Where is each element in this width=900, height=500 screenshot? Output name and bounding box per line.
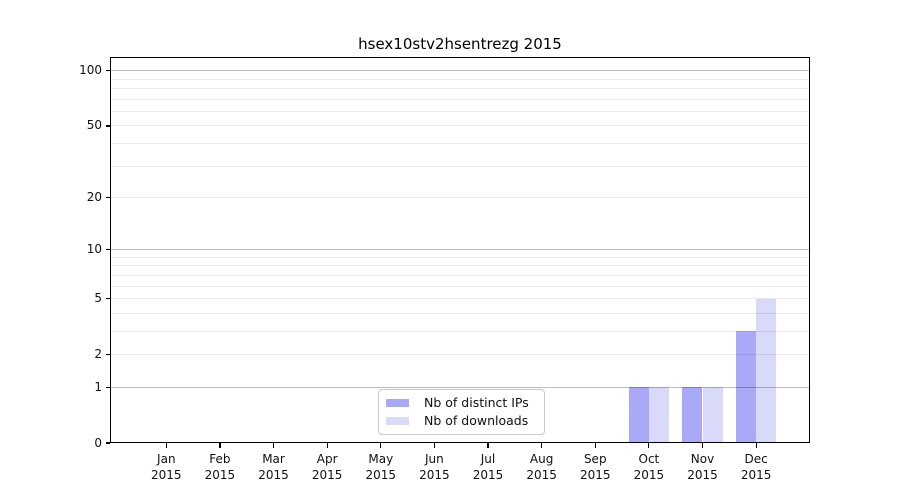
y-tick-label-20: 20: [86, 190, 102, 205]
x-tick-year: 2015: [311, 468, 343, 482]
x-tick-month: Nov: [690, 452, 715, 466]
x-tick-year: 2015: [151, 468, 182, 482]
x-tick-mark-mar: [272, 443, 275, 448]
bar-nb-of-downloads-oct: [648, 387, 670, 443]
legend-row-distinct-ips: Nb of distinct IPs: [386, 396, 544, 410]
x-tick-year: 2015: [633, 468, 665, 482]
chart-title: hsex10stv2hsentrezg 2015: [358, 35, 562, 53]
x-tick-label-jun: Jun 2015: [407, 451, 461, 483]
x-tick-label-jan: Jan 2015: [139, 451, 193, 483]
x-tick-mark-may: [380, 443, 382, 448]
x-tick-mark-jan: [165, 443, 167, 448]
x-tick-month: May: [368, 452, 394, 466]
y-tick-label-10: 10: [86, 242, 102, 257]
x-tick-mark-sep: [594, 443, 596, 448]
y-tick-mark-100: [105, 70, 110, 72]
x-tick-label-apr: Apr 2015: [300, 451, 354, 483]
x-tick-month: Jul: [480, 452, 496, 466]
y-tick-label-50: 50: [86, 118, 102, 133]
gridline-major-100: [110, 70, 810, 72]
x-tick-year: 2015: [472, 468, 504, 482]
x-tick-mark-apr: [326, 443, 328, 448]
gridline-minor-30: [110, 165, 810, 167]
y-tick-mark-50: [105, 125, 110, 127]
y-tick-mark-5: [105, 297, 110, 300]
y-tick-label-100: 100: [79, 63, 102, 78]
x-tick-label-mar: Mar 2015: [247, 451, 301, 483]
x-tick-label-sep: Sep 2015: [568, 451, 622, 483]
gridline-minor-9: [110, 256, 810, 258]
bar-nb-of-distinct-ips-dec: [735, 331, 757, 443]
x-tick-label-may: May 2015: [354, 451, 408, 483]
x-tick-label-feb: Feb 2015: [193, 451, 247, 483]
gridline-minor-40: [110, 143, 810, 145]
x-tick-year: 2015: [365, 468, 397, 482]
gridline-major-1: [110, 386, 810, 388]
gridline-major-10: [110, 249, 810, 251]
x-tick-month: Dec: [744, 452, 768, 466]
legend-label-distinct-ips: Nb of distinct IPs: [424, 395, 529, 410]
legend: Nb of distinct IPs Nb of downloads: [378, 389, 545, 435]
x-tick-month: Mar: [262, 452, 285, 466]
x-tick-month: Aug: [529, 452, 554, 466]
gridline-minor-8: [110, 265, 810, 267]
x-tick-label-dec: Dec 2015: [729, 451, 783, 483]
gridline-minor-6: [110, 285, 810, 287]
y-tick-mark-20: [105, 196, 110, 199]
y-tick-mark-0: [105, 442, 110, 444]
bar-nb-of-downloads-dec: [756, 298, 777, 443]
y-tick-label-5: 5: [94, 291, 102, 306]
x-tick-year: 2015: [204, 468, 236, 482]
x-tick-year: 2015: [579, 468, 611, 482]
gridline-minor-7: [110, 274, 810, 276]
y-tick-label-2: 2: [94, 346, 102, 361]
x-tick-label-nov: Nov 2015: [676, 451, 730, 483]
y-tick-mark-2: [105, 353, 110, 355]
y-tick-label-1: 1: [94, 379, 102, 394]
x-tick-mark-aug: [541, 443, 543, 448]
bar-nb-of-downloads-nov: [702, 387, 723, 443]
gridline-minor-80: [110, 88, 810, 90]
y-tick-label-0: 0: [94, 435, 102, 450]
legend-swatch-distinct-ips: [386, 399, 409, 407]
x-tick-month: Jun: [425, 452, 444, 466]
x-tick-mark-jun: [433, 443, 435, 448]
bar-nb-of-distinct-ips-oct: [628, 387, 649, 443]
x-tick-year: 2015: [740, 468, 772, 482]
gridline-minor-50: [110, 125, 810, 127]
x-tick-year: 2015: [258, 468, 289, 482]
legend-label-downloads: Nb of downloads: [424, 413, 529, 428]
y-tick-mark-10: [105, 249, 110, 251]
x-tick-mark-nov: [701, 443, 704, 448]
gridline-minor-3: [110, 330, 810, 332]
x-tick-mark-oct: [648, 443, 650, 448]
x-tick-mark-feb: [219, 443, 221, 448]
plot-area: [110, 57, 810, 443]
x-tick-month: Oct: [638, 452, 660, 466]
x-tick-year: 2015: [526, 468, 557, 482]
x-tick-year: 2015: [419, 468, 450, 482]
legend-swatch-downloads: [386, 417, 409, 425]
y-tick-mark-1: [105, 386, 110, 388]
x-tick-year: 2015: [687, 468, 718, 482]
x-tick-label-jul: Jul 2015: [461, 451, 515, 483]
x-tick-mark-jul: [487, 443, 489, 448]
gridline-minor-70: [110, 98, 810, 100]
gridline-minor-4: [110, 312, 810, 314]
gridline-minor-20: [110, 197, 810, 199]
bar-nb-of-distinct-ips-nov: [682, 387, 703, 443]
gridline-minor-90: [110, 78, 810, 80]
gridline-minor-2: [110, 353, 810, 355]
x-tick-label-aug: Aug 2015: [515, 451, 569, 483]
gridline-minor-60: [110, 111, 810, 113]
x-tick-month: Feb: [209, 452, 231, 466]
x-tick-month: Apr: [316, 452, 338, 466]
x-tick-month: Jan: [157, 452, 176, 466]
gridline-minor-5: [110, 298, 810, 300]
x-tick-label-oct: Oct 2015: [622, 451, 676, 483]
legend-row-downloads: Nb of downloads: [386, 414, 544, 428]
x-tick-month: Sep: [583, 452, 607, 466]
x-tick-mark-dec: [755, 443, 757, 448]
